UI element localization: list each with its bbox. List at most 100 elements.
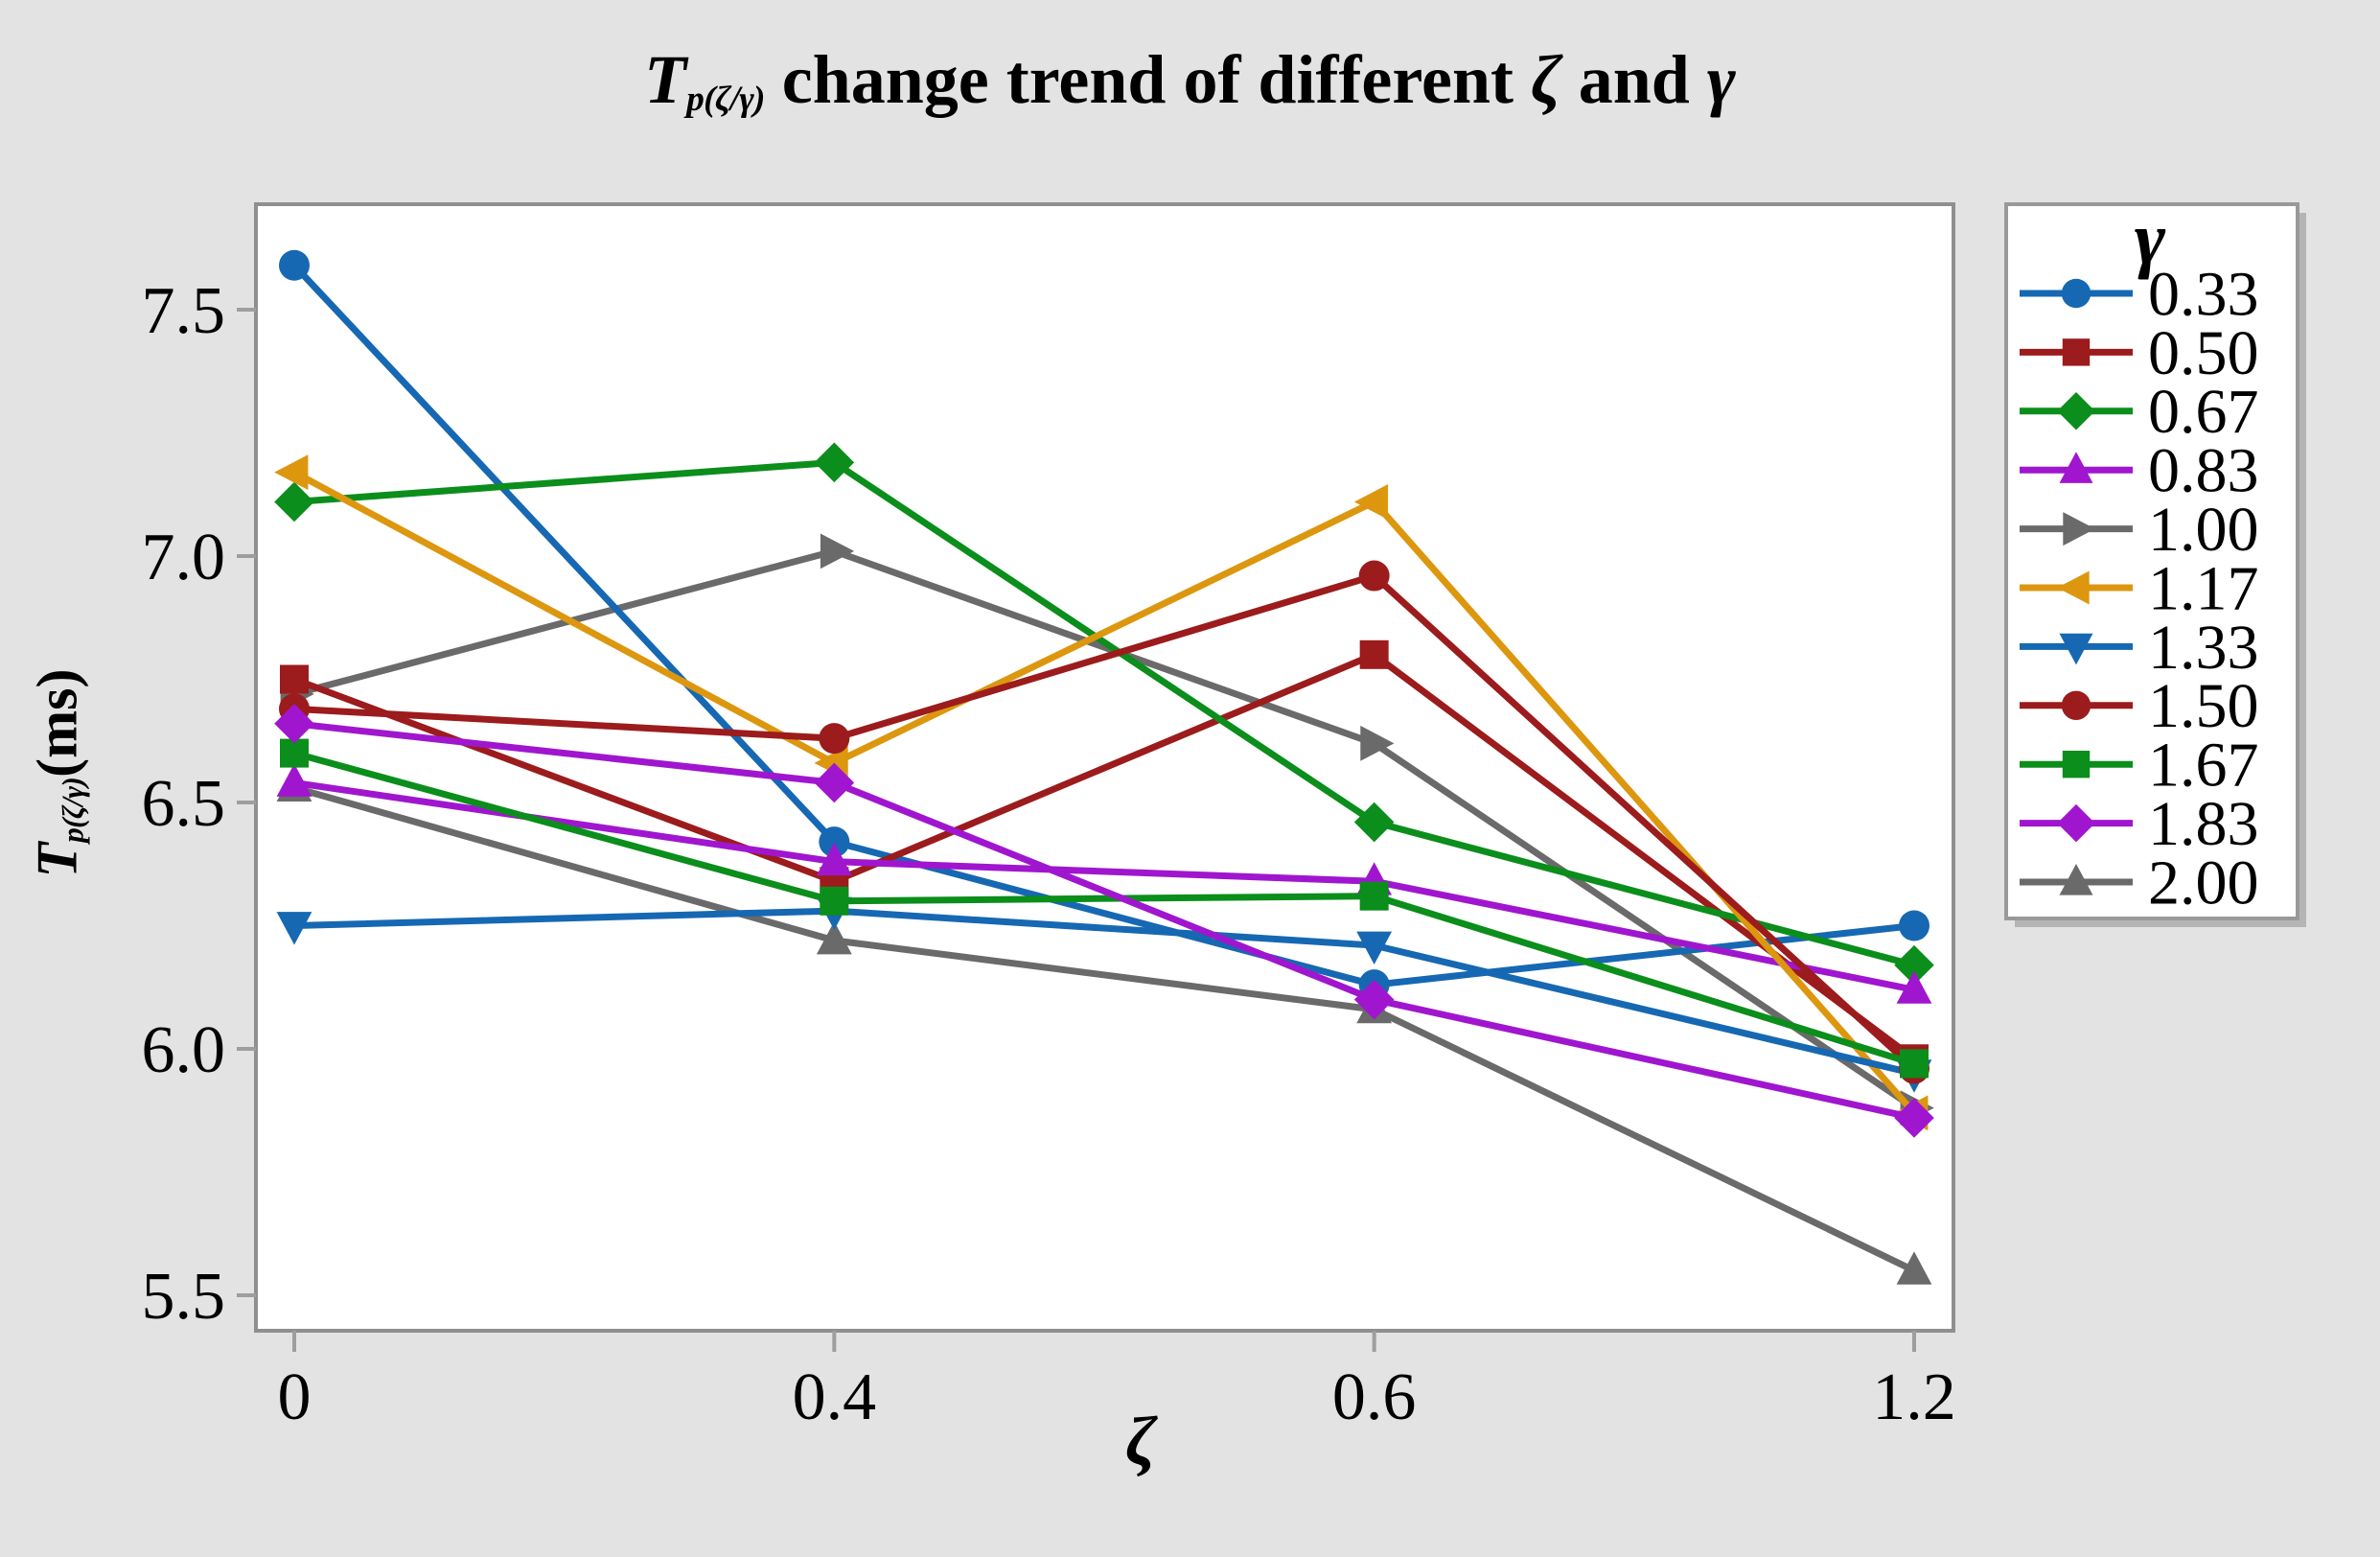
series-marker-triangle-up bbox=[1896, 970, 1932, 1004]
series-marker-square bbox=[2062, 338, 2091, 366]
title-zeta-symbol: ζ bbox=[1531, 41, 1561, 118]
series-marker-circle bbox=[279, 249, 310, 281]
series-marker-triangle-up bbox=[1896, 1251, 1932, 1285]
series-marker-triangle-down bbox=[1356, 931, 1393, 965]
series-marker-square bbox=[2062, 751, 2091, 778]
series-marker-triangle-up bbox=[816, 920, 852, 955]
series-marker-circle bbox=[819, 723, 850, 755]
y-tick-label: 5.5 bbox=[142, 1260, 226, 1334]
series-line bbox=[293, 750, 1916, 1067]
series-marker-triangle-down bbox=[276, 912, 312, 945]
series-marker-circle bbox=[1899, 910, 1929, 941]
series-line bbox=[293, 778, 1915, 993]
series-marker-square bbox=[280, 738, 309, 768]
y-tick-label: 7.0 bbox=[142, 521, 226, 594]
series-0.33 bbox=[279, 249, 1929, 1001]
series-marker-diamond bbox=[1894, 944, 1934, 986]
y-tick-label: 6.0 bbox=[142, 1013, 226, 1087]
series-line bbox=[293, 571, 1917, 1072]
x-tick-label: 0 bbox=[278, 1360, 312, 1434]
series-marker-square bbox=[1359, 639, 1389, 669]
series-marker-circle bbox=[1358, 560, 1390, 592]
series-0.83 bbox=[276, 763, 1932, 1004]
title-symbol-t: T bbox=[644, 41, 687, 118]
legend-item-0.83: 0.83 bbox=[2020, 436, 2259, 506]
series-line bbox=[292, 469, 1917, 1116]
series-marker-triangle-left bbox=[274, 454, 309, 491]
series-line bbox=[292, 650, 1917, 1062]
legend-item-1.50: 1.50 bbox=[2020, 671, 2259, 741]
series-marker-triangle-right bbox=[2063, 512, 2095, 546]
x-tick-label: 1.2 bbox=[1872, 1360, 1956, 1434]
title-subscript: p(ζ/γ) bbox=[686, 80, 765, 120]
title-and-text: and bbox=[1560, 41, 1707, 118]
legend-item-1.00: 1.00 bbox=[2020, 495, 2259, 565]
series-line bbox=[293, 720, 1915, 1122]
legend-label: 1.67 bbox=[2148, 731, 2259, 801]
chart-title: Tp(ζ/γ) change trend of different ζ and … bbox=[0, 41, 2380, 120]
series-marker-diamond bbox=[1894, 1098, 1934, 1138]
legend-label: 0.67 bbox=[2148, 377, 2259, 447]
legend: γ0.330.500.670.831.001.171.331.501.671.8… bbox=[2004, 197, 2306, 927]
series-marker-triangle-down bbox=[2059, 633, 2093, 665]
legend-label: 1.33 bbox=[2148, 613, 2259, 683]
legend-label: 2.00 bbox=[2148, 848, 2259, 918]
series-marker-circle bbox=[2061, 690, 2091, 720]
series-marker-square bbox=[1900, 1049, 1929, 1079]
y-tick-label: 7.5 bbox=[142, 274, 226, 348]
series-line bbox=[293, 907, 1915, 1078]
series-marker-triangle-left bbox=[1353, 484, 1389, 520]
series-marker-circle bbox=[2061, 278, 2091, 309]
legend-item-1.83: 1.83 bbox=[2020, 789, 2259, 859]
series-marker-diamond bbox=[274, 481, 314, 523]
legend-label: 0.33 bbox=[2148, 259, 2259, 329]
series-marker-triangle-up bbox=[276, 763, 312, 797]
legend-item-0.50: 0.50 bbox=[2020, 318, 2259, 388]
series-marker-square bbox=[820, 886, 849, 916]
series-line bbox=[293, 784, 1916, 1274]
legend-label: 1.83 bbox=[2148, 789, 2259, 859]
series-marker-diamond bbox=[274, 703, 314, 744]
series-marker-diamond bbox=[1353, 979, 1395, 1020]
title-gamma-symbol: γ bbox=[1706, 41, 1736, 118]
legend-item-0.67: 0.67 bbox=[2020, 377, 2259, 447]
legend-box bbox=[2004, 202, 2299, 920]
series-marker-triangle-up bbox=[816, 842, 852, 876]
series-marker-square bbox=[280, 664, 309, 694]
series-1.67 bbox=[280, 738, 1929, 1079]
legend-label: 1.50 bbox=[2148, 671, 2259, 741]
legend-item-2.00: 2.00 bbox=[2020, 848, 2259, 918]
legend-label: 0.50 bbox=[2148, 318, 2259, 388]
series-marker-diamond bbox=[1353, 802, 1395, 843]
series-line bbox=[291, 263, 1915, 988]
legend-item-1.33: 1.33 bbox=[2020, 613, 2259, 683]
legend-item-1.17: 1.17 bbox=[2020, 553, 2259, 623]
series-1.83 bbox=[274, 703, 1934, 1138]
title-main-text: change trend of different bbox=[764, 41, 1532, 118]
series-marker-triangle-left bbox=[2057, 570, 2090, 605]
series-marker-circle bbox=[819, 826, 850, 858]
series-marker-triangle-up bbox=[2059, 864, 2093, 895]
y-tick-label: 6.5 bbox=[142, 767, 226, 841]
series-marker-diamond bbox=[814, 762, 855, 803]
series-marker-diamond bbox=[2057, 392, 2095, 430]
series-marker-triangle-up bbox=[2059, 452, 2093, 483]
series-line bbox=[293, 458, 1915, 969]
series-marker-triangle-right bbox=[820, 533, 855, 569]
legend-label: 1.00 bbox=[2148, 495, 2259, 565]
series-marker-square bbox=[1359, 881, 1389, 911]
legend-item-1.67: 1.67 bbox=[2020, 731, 2259, 801]
series-0.67 bbox=[274, 442, 1934, 986]
legend-label: 1.17 bbox=[2148, 553, 2259, 623]
x-axis-label: ζ bbox=[1125, 1403, 1156, 1479]
legend-item-0.33: 0.33 bbox=[2020, 259, 2259, 329]
x-tick-label: 0.6 bbox=[1332, 1360, 1417, 1434]
series-marker-diamond bbox=[2057, 803, 2095, 843]
series-marker-triangle-right bbox=[1360, 725, 1395, 761]
legend-title: γ bbox=[2135, 197, 2166, 280]
series-marker-diamond bbox=[814, 442, 855, 483]
x-tick-label: 0.4 bbox=[793, 1360, 877, 1434]
series-line bbox=[293, 547, 1916, 1111]
